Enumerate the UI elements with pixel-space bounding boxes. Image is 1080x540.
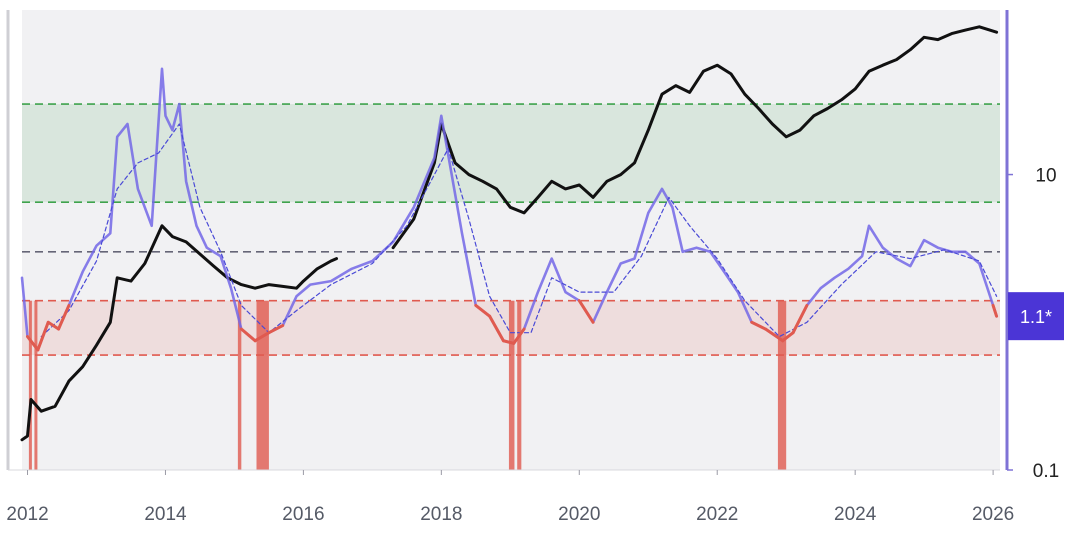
ratio-line-bottom-zone-segment xyxy=(764,327,785,343)
ratio-line-bottom-zone-segment xyxy=(512,327,526,345)
threshold-bands xyxy=(22,103,1000,356)
ratio-line-bottom-zone-segment xyxy=(577,299,595,324)
bottom-signal-bar-5 xyxy=(508,300,515,470)
x-tick-label-2016: 2016 xyxy=(282,504,324,525)
y-axis-ticks: 0.1 10 xyxy=(1007,166,1059,482)
ratio-line-bottom-zone-segment xyxy=(991,303,999,318)
price-line xyxy=(20,25,999,442)
bottom-signal-bar-1 xyxy=(28,300,32,470)
x-tick-label-2022: 2022 xyxy=(696,504,738,525)
x-tick-label-2014: 2014 xyxy=(144,504,187,525)
top-zone-band xyxy=(22,104,1000,203)
ratio-line-bottom-zone-segment xyxy=(267,324,285,335)
ratio-line-bottom-zone-segment xyxy=(474,303,492,318)
ratio-line-bottom-zone-segment xyxy=(26,335,40,352)
current-value-badge-box xyxy=(1008,292,1064,341)
ratio-line-bottom-zone-segment xyxy=(781,331,795,343)
ratio-line-bottom-zone-segment xyxy=(239,327,257,343)
ratio-line-bottom-zone-segment xyxy=(46,320,61,331)
ratio-line-bottom-zone-segment xyxy=(36,320,50,352)
ratio-line-bottom-zone-segment xyxy=(501,339,516,345)
series-lines xyxy=(20,25,999,442)
current-value-badge: 1.1* xyxy=(1008,292,1064,341)
ratio-line-bottom-zone-segment xyxy=(253,331,271,343)
bottom-signal-bar-2 xyxy=(34,300,38,470)
x-tick-label-2018: 2018 xyxy=(420,504,462,525)
axes xyxy=(6,10,1009,471)
ratio-line-bottom-zone-segment xyxy=(57,303,71,331)
x-tick-label-2012: 2012 xyxy=(6,504,48,525)
ratio-line-bottom-zone-segment xyxy=(750,320,768,331)
x-tick-label-2026: 2026 xyxy=(972,504,1014,525)
y-tick-label-10: 10 xyxy=(1035,166,1056,187)
bottom-signal-bar-4 xyxy=(256,300,269,470)
bottom-signal-bars xyxy=(28,300,787,470)
current-value-badge-label: 1.1* xyxy=(1020,307,1052,327)
bottom-signal-bar-7 xyxy=(777,300,787,470)
ratio-line-bottom-zone-segment xyxy=(488,314,505,343)
x-tick-label-2024: 2024 xyxy=(834,504,877,525)
bottom-signal-bar-3 xyxy=(237,300,242,470)
x-tick-label-2020: 2020 xyxy=(558,504,600,525)
x-axis-ticks: 2012 2014 2016 2018 2020 2022 2024 2026 xyxy=(6,470,1014,525)
y-tick-label-0-1: 0.1 xyxy=(1033,461,1059,482)
ratio-moving-average-line xyxy=(40,123,998,338)
bottom-signal-bar-6 xyxy=(517,300,522,470)
ratio-line-bottom-zone-segment xyxy=(791,303,809,335)
